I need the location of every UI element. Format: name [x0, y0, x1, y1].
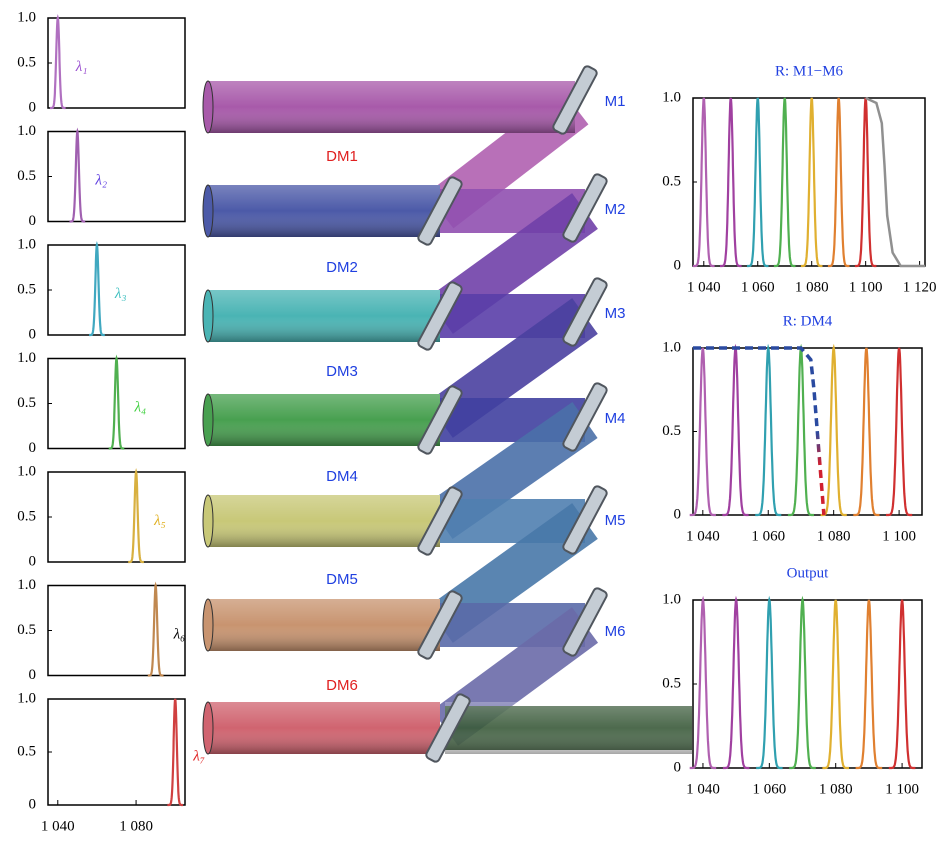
peak-label: λ₂: [94, 172, 107, 188]
chart: Output 0 0.5 1.0 1 040 1 060 1 080 1 100: [662, 565, 922, 797]
chart: 0 0.5 1.0 λ₁: [17, 9, 185, 115]
dichroic-label: DM4: [326, 468, 358, 485]
diagram: M1 M2 M3 M4 M5 M6 DM1 DM2 DM3 DM4 DM5 DM6: [203, 65, 692, 763]
chart: 0 0.5 1.0 λ₃: [17, 236, 185, 342]
y-tick-label: 1.0: [17, 9, 36, 25]
y-tick-label: 1.0: [17, 690, 36, 706]
y-tick-label: 0.5: [662, 675, 681, 691]
input-beam-shade: [208, 702, 440, 754]
x-tick-label: 1 080: [819, 781, 853, 797]
beam-end: [203, 394, 213, 446]
y-tick-label: 0: [674, 506, 682, 522]
output-beam-shade: [445, 702, 692, 754]
y-tick-label: 0.5: [17, 622, 36, 638]
y-tick-label: 0: [29, 553, 37, 569]
plot-frame: [48, 586, 185, 676]
y-tick-label: 1.0: [662, 89, 681, 105]
x-tick-label: 1 080: [817, 528, 851, 544]
x-tick-label: 1 100: [882, 528, 916, 544]
x-tick-label: 1 120: [903, 279, 937, 295]
y-tick-label: 0: [29, 440, 37, 456]
beam-end: [203, 702, 213, 754]
mirror-label: M5: [605, 512, 626, 529]
x-tick-label: 1 040: [686, 781, 720, 797]
dichroic-label: DM2: [326, 259, 358, 276]
peak-label: λ₅: [153, 513, 166, 529]
y-tick-label: 0.5: [17, 281, 36, 297]
peak-label: λ₆: [173, 626, 186, 642]
chart: 0 0.5 1.0 λ₅: [17, 463, 185, 569]
x-tick-label: 1 040: [686, 528, 720, 544]
y-tick-label: 0: [29, 326, 37, 342]
dichroic-label: DM1: [326, 148, 358, 165]
plot-frame: [48, 699, 185, 805]
mirror-label: M6: [605, 623, 626, 640]
dichroic-label: DM3: [326, 363, 358, 380]
y-tick-label: 0: [29, 213, 37, 229]
peak-label: λ₁: [75, 59, 88, 75]
beam-end: [203, 81, 213, 133]
chart-title: R: M1−M6: [775, 63, 844, 79]
y-tick-label: 1.0: [662, 591, 681, 607]
input-beam-shade: [208, 185, 440, 237]
plot-frame: [48, 18, 185, 108]
chart: 0 0.5 1.0 λ₄: [17, 350, 185, 456]
y-tick-label: 1.0: [17, 123, 36, 139]
x-tick-label: 1 060: [741, 279, 775, 295]
y-tick-label: 0.5: [662, 173, 681, 189]
y-tick-label: 1.0: [17, 350, 36, 366]
mirror-label: M4: [605, 410, 626, 427]
chart-title: R: DM4: [783, 313, 833, 329]
beam-end: [203, 599, 213, 651]
x-tick-label: 1 100: [849, 279, 883, 295]
figure: M1 M2 M3 M4 M5 M6 DM1 DM2 DM3 DM4 DM5 DM6 0 0.5 1.0 λ₁…: [0, 0, 944, 841]
input-beam-shade: [208, 290, 440, 342]
plot-frame: [693, 348, 922, 515]
beam-end: [203, 290, 213, 342]
y-tick-label: 0.5: [17, 54, 36, 70]
x-tick-label: 1 100: [885, 781, 919, 797]
input-beam-shade: [208, 599, 440, 651]
y-tick-label: 0: [674, 759, 682, 775]
x-tick-label: 1 080: [795, 279, 829, 295]
chart: 0 0.5 1.0 λ₂: [17, 123, 185, 229]
x-tick-label: 1 040: [41, 818, 75, 834]
y-tick-label: 0.5: [17, 743, 36, 759]
y-tick-label: 0.5: [17, 168, 36, 184]
dichroic-label: DM5: [326, 571, 358, 588]
x-tick-label: 1 080: [119, 818, 153, 834]
input-beam-shade: [208, 495, 440, 547]
x-tick-label: 1 040: [687, 279, 721, 295]
dichroic-label: DM6: [326, 677, 358, 694]
peak-label: λ₄: [134, 399, 147, 415]
input-beam-shade: [208, 81, 575, 133]
y-tick-label: 1.0: [17, 463, 36, 479]
y-tick-label: 0.5: [17, 508, 36, 524]
y-tick-label: 0: [29, 796, 37, 812]
x-tick-label: 1 060: [752, 781, 786, 797]
chart: 0 0.5 1.0 λ₆: [17, 577, 185, 683]
input-beam-shade: [208, 394, 440, 446]
chart-title: Output: [787, 565, 830, 581]
chart: R: DM4 0 0.5 1.0 1 040 1 060 1 080 1 100: [662, 313, 922, 544]
y-tick-label: 1.0: [662, 339, 681, 355]
y-tick-label: 0.5: [17, 395, 36, 411]
chart: 0 0.5 1.0 1 040 1 080 λ₇: [17, 690, 205, 834]
mirror-label: M3: [605, 305, 626, 322]
beam-end: [203, 495, 213, 547]
mirror-label: M2: [605, 201, 626, 218]
y-tick-label: 0: [29, 667, 37, 683]
mirror-label: M1: [605, 93, 626, 110]
beam-end: [203, 185, 213, 237]
y-tick-label: 0: [29, 99, 37, 115]
peak-label: λ₃: [114, 286, 127, 302]
y-tick-label: 0.5: [662, 423, 681, 439]
y-tick-label: 1.0: [17, 236, 36, 252]
y-tick-label: 1.0: [17, 577, 36, 593]
plot-frame: [48, 132, 185, 222]
chart: R: M1−M6 0 0.5 1.0 1 040 1 060 1 080 1 100 1 120: [662, 63, 936, 295]
peak-label: λ₇: [192, 749, 205, 765]
x-tick-label: 1 060: [751, 528, 785, 544]
y-tick-label: 0: [674, 257, 682, 273]
